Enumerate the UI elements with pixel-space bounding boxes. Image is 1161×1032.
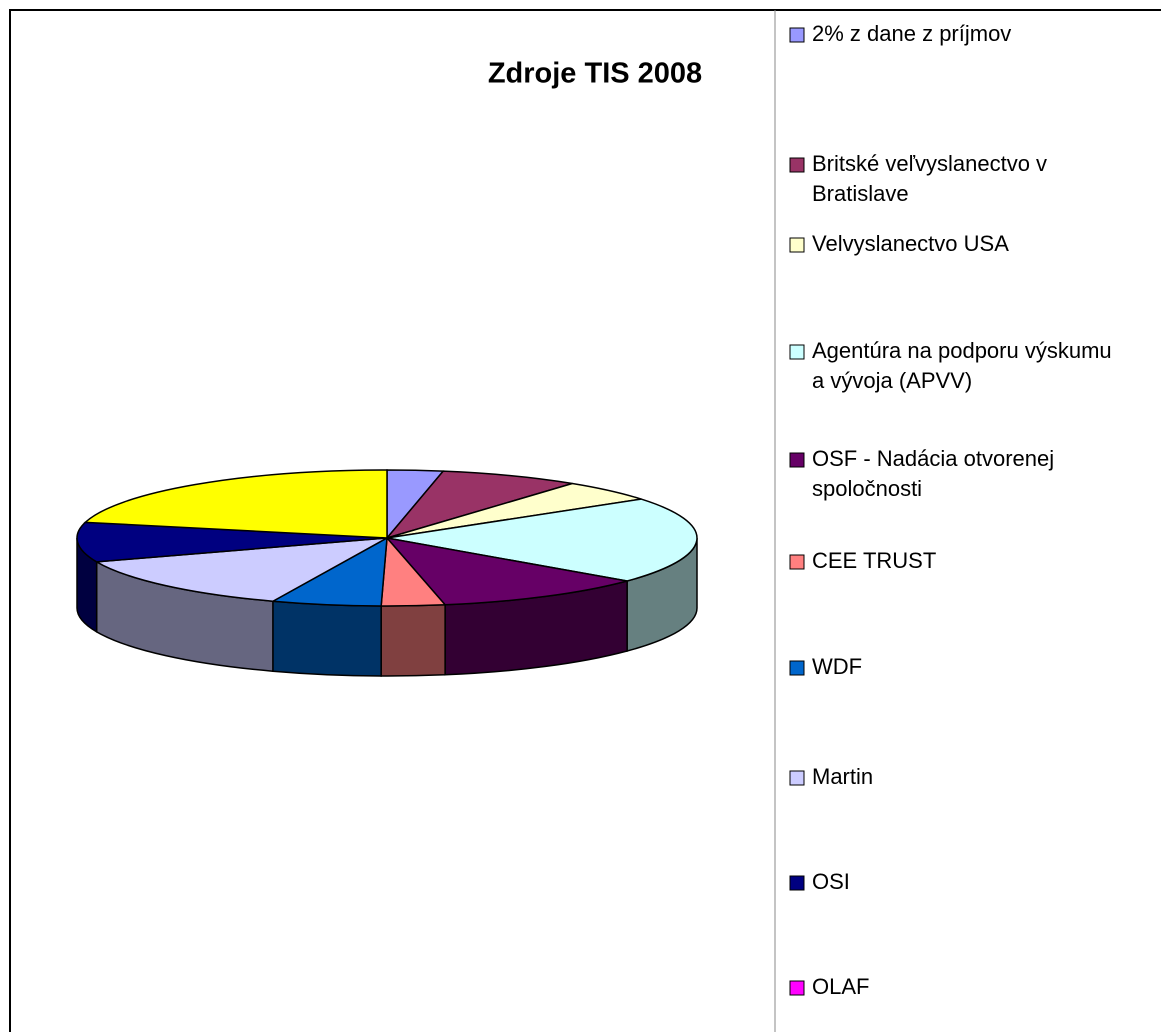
legend-label: 2% z dane z príjmov [812,21,1011,46]
legend-label-line: 2% z dane z príjmov [812,21,1011,46]
legend-label: Velvyslanectvo USA [812,231,1009,256]
legend-label-line: Velvyslanectvo USA [812,231,1009,256]
legend-label-line: Britské veľvyslanectvo v [812,151,1053,176]
slice-side [380,604,446,677]
legend-label: Britské veľvyslanectvo v Bratislave [812,151,1053,206]
legend-swatch [789,452,805,468]
legend-label-line: OSF - Nadácia otvorenej [812,446,1060,471]
legend-swatch [789,27,805,43]
legend-label-line: Bratislave [812,181,909,206]
legend-swatch [789,344,805,360]
legend-label-line: Agentúra na podporu výskumu [812,338,1118,363]
legend-label-line: OSI [812,869,850,894]
legend-swatch [789,875,805,891]
legend-label: Agentúra na podporu výskumu a vývoja (AP… [812,338,1118,393]
legend-label: Martin [812,764,873,789]
slice [94,537,388,602]
legend-label-line: CEE TRUST [812,548,936,573]
slice [384,470,573,540]
legend-label-line: a vývoja (APVV) [812,368,972,393]
legend-label: OLAF [812,974,869,999]
slice [385,536,628,606]
legend-swatch [789,237,805,253]
slice [83,469,388,539]
legend-swatch [789,554,805,570]
legend-label: CEE TRUST [812,548,936,573]
legend-swatch [789,770,805,786]
legend-label-line: spoločnosti [812,476,922,501]
slice [386,498,698,582]
legend-label: OSF - Nadácia otvorenej spoločnosti [812,446,1060,501]
legend-label-line: Martin [812,764,873,789]
slice-side [272,600,382,677]
legend-label: WDF [812,654,862,679]
legend-label: OSI [812,869,850,894]
legend-swatch [789,157,805,173]
legend-label-line: OLAF [812,974,869,999]
chart-title: Zdroje TIS 2008 [488,58,702,90]
legend-swatch [789,980,805,996]
legend-swatch [789,660,805,676]
slice [76,521,388,563]
legend-label-line: WDF [812,654,862,679]
